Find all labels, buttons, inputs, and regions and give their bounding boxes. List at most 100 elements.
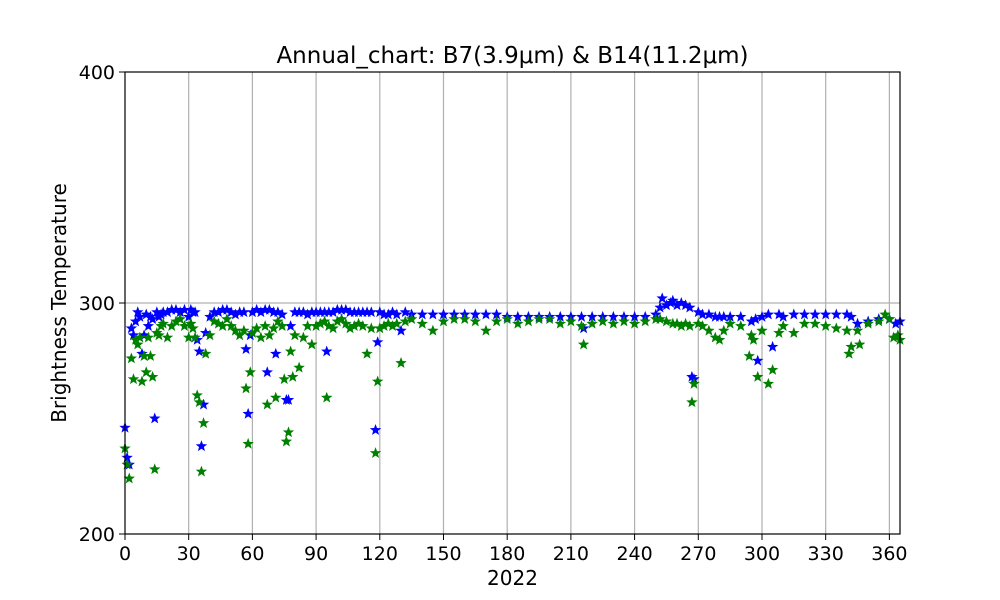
y-tick-label: 200: [79, 524, 115, 546]
data-point: [195, 440, 208, 452]
data-point: [238, 324, 250, 336]
data-point: [255, 306, 267, 318]
data-point: [146, 313, 159, 325]
data-point: [335, 313, 348, 325]
data-point: [660, 299, 673, 311]
data-point: [166, 303, 178, 315]
data-point: [586, 317, 598, 329]
data-point: [841, 324, 853, 336]
data-point: [310, 320, 322, 331]
data-point: [692, 317, 704, 329]
data-point: [127, 373, 140, 385]
data-point: [873, 315, 885, 327]
data-point: [125, 322, 138, 334]
data-point: [688, 377, 700, 389]
data-point: [371, 375, 384, 387]
data-point: [883, 313, 896, 325]
data-point: [246, 327, 259, 338]
data-point: [382, 317, 394, 329]
data-point: [233, 306, 246, 318]
data-point: [607, 310, 620, 322]
data-point: [261, 366, 273, 378]
data-point: [352, 317, 365, 329]
x-tick-label: 240: [616, 543, 652, 565]
data-point: [136, 347, 148, 359]
data-point: [703, 324, 715, 336]
data-point: [225, 306, 237, 318]
data-point: [157, 317, 169, 329]
data-point: [819, 308, 832, 320]
data-point: [862, 317, 874, 329]
data-point: [843, 347, 855, 359]
data-point: [554, 317, 566, 329]
data-point: [654, 313, 666, 325]
data-point: [208, 315, 220, 327]
data-point: [369, 424, 382, 435]
data-point: [696, 308, 709, 320]
data-point: [756, 324, 768, 336]
data-point: [142, 331, 155, 343]
data-point: [170, 315, 182, 327]
data-point: [323, 306, 335, 318]
data-point: [879, 308, 891, 320]
data-point: [639, 315, 651, 327]
data-point: [777, 310, 789, 322]
x-tick-label: 270: [680, 543, 716, 565]
data-point: [554, 310, 566, 322]
data-point: [575, 310, 588, 322]
series-green: [119, 308, 906, 484]
data-point: [318, 306, 331, 318]
y-axis-title: Brightness Temperature: [47, 183, 71, 423]
data-point: [851, 317, 864, 329]
data-point: [208, 306, 220, 318]
data-point: [250, 303, 263, 315]
data-point: [851, 324, 864, 336]
data-point: [369, 447, 382, 458]
data-point: [204, 329, 216, 341]
data-point: [229, 308, 242, 320]
data-point: [773, 327, 785, 338]
data-point: [416, 308, 428, 320]
data-point: [845, 340, 857, 352]
data-point: [577, 338, 590, 350]
data-point: [284, 320, 297, 331]
data-point: [144, 310, 157, 322]
data-point: [121, 458, 133, 470]
data-point: [395, 324, 407, 336]
x-tick-label: 210: [553, 543, 589, 565]
data-point: [437, 315, 450, 327]
data-point: [348, 320, 361, 331]
data-point: [480, 308, 492, 320]
data-point: [374, 306, 386, 318]
data-point: [798, 317, 811, 329]
data-point: [718, 324, 730, 336]
data-point: [752, 370, 764, 382]
data-point: [361, 347, 373, 359]
data-point: [261, 398, 273, 410]
data-point: [129, 315, 142, 327]
data-point: [142, 320, 155, 331]
data-point: [246, 306, 259, 318]
data-point: [149, 463, 161, 475]
data-point: [185, 317, 197, 329]
data-point: [189, 306, 201, 318]
data-point: [278, 373, 290, 385]
data-point: [853, 338, 866, 350]
data-point: [766, 340, 779, 352]
data-point: [365, 306, 378, 318]
data-point: [696, 320, 709, 331]
data-point: [374, 322, 386, 334]
data-point: [242, 437, 254, 449]
data-point: [565, 315, 577, 327]
data-point: [743, 350, 755, 361]
data-point: [284, 345, 297, 357]
data-point: [276, 320, 288, 331]
data-point: [391, 308, 403, 320]
data-point: [382, 308, 394, 320]
data-point: [437, 308, 450, 320]
data-point: [197, 417, 210, 428]
data-point: [301, 308, 314, 320]
data-point: [244, 366, 256, 378]
data-point: [448, 313, 460, 325]
